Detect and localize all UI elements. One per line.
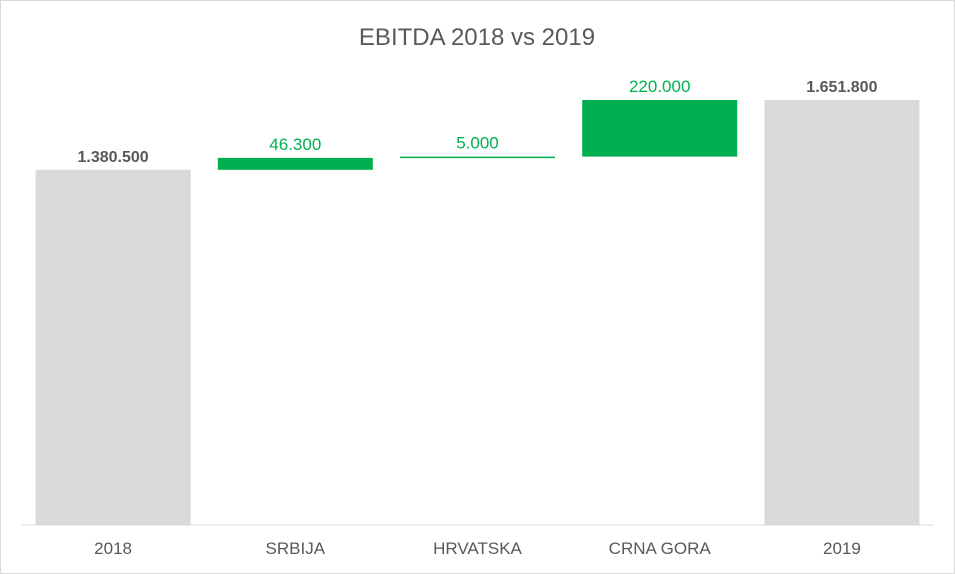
category-label-crna-gora: CRNA GORA (609, 539, 712, 558)
bar-2019 (764, 100, 920, 525)
category-label-2018: 2018 (94, 539, 132, 558)
bars-group (35, 100, 920, 526)
bar-srbija (217, 157, 373, 170)
category-label-srbija: SRBIJA (266, 539, 326, 558)
bar-crna-gora (582, 100, 738, 157)
category-labels-group: 2018 SRBIJA HRVATSKA CRNA GORA 2019 (94, 539, 861, 558)
value-labels-group: 1.380.500 46.300 5.000 220.000 1.651.800 (78, 77, 878, 166)
category-label-hrvatska: HRVATSKA (433, 539, 522, 558)
value-label-crna-gora: 220.000 (629, 77, 690, 96)
value-label-srbija: 46.300 (269, 135, 321, 154)
bar-hrvatska (400, 156, 555, 159)
category-label-2019: 2019 (823, 539, 861, 558)
value-label-2019: 1.651.800 (806, 79, 877, 96)
bar-2018 (35, 169, 191, 526)
chart-title: EBITDA 2018 vs 2019 (359, 24, 595, 51)
value-label-2018: 1.380.500 (78, 149, 149, 166)
value-label-hrvatska: 5.000 (456, 134, 499, 153)
